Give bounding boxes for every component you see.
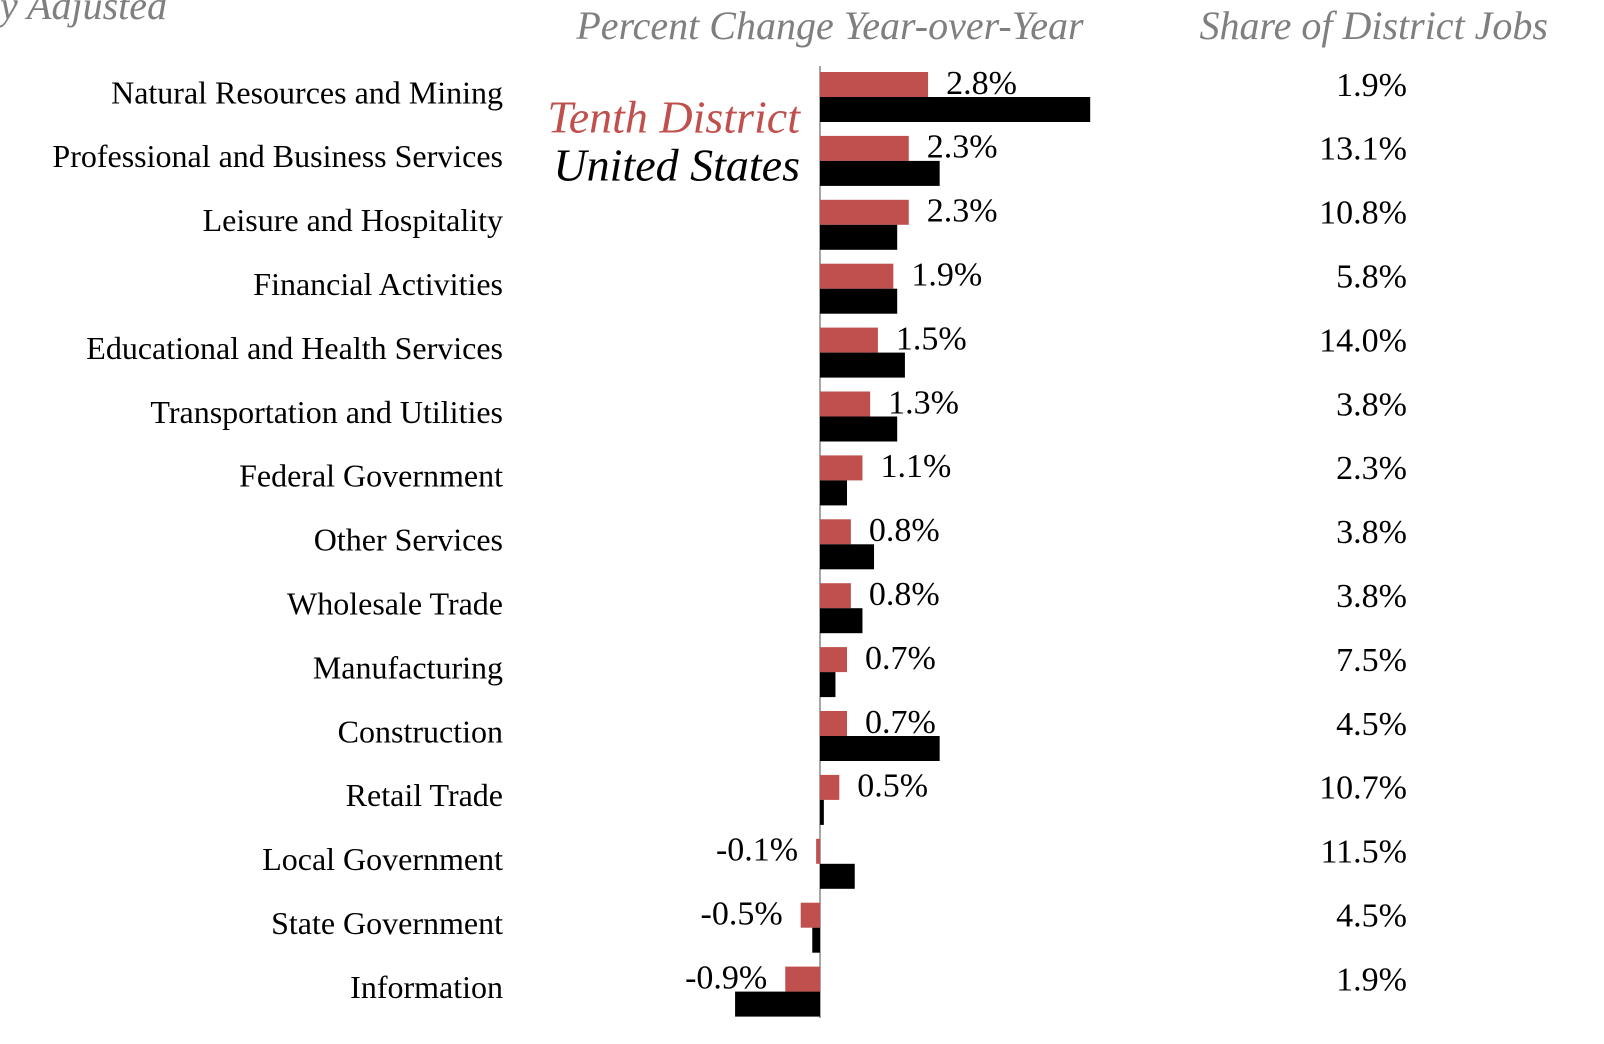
- bar: [820, 480, 848, 506]
- bar: [820, 672, 836, 698]
- value-label: 2.3%: [927, 193, 998, 230]
- share-label: 2.3%: [1336, 450, 1407, 487]
- share-label: 5.8%: [1336, 258, 1407, 295]
- bar: [820, 799, 824, 825]
- bar: [820, 352, 905, 378]
- bar: [800, 902, 820, 928]
- bar: [820, 774, 840, 800]
- value-label: 0.5%: [857, 768, 928, 805]
- bar: [735, 991, 820, 1017]
- value-label: 0.7%: [865, 640, 936, 677]
- value-label: -0.5%: [701, 895, 783, 932]
- bar: [820, 391, 871, 417]
- share-label: 3.8%: [1336, 386, 1407, 423]
- legend-label: United States: [553, 140, 800, 191]
- category-label: Natural Resources and Mining: [111, 74, 503, 110]
- share-label: 3.8%: [1336, 514, 1407, 551]
- share-label: 4.5%: [1336, 897, 1407, 934]
- bar: [820, 608, 863, 634]
- share-label: 1.9%: [1336, 961, 1407, 998]
- bar: [785, 966, 820, 992]
- bar: [820, 544, 875, 570]
- value-label: 1.9%: [911, 256, 982, 293]
- category-label: Educational and Health Services: [86, 330, 503, 366]
- share-label: 13.1%: [1319, 131, 1407, 168]
- bar: [820, 288, 898, 314]
- chart-title: Percent Change Year-over-Year: [575, 3, 1084, 48]
- value-label: 0.8%: [869, 512, 940, 549]
- bar: [820, 97, 1091, 122]
- value-label: 1.5%: [896, 320, 967, 357]
- bar: [816, 838, 820, 864]
- share-label: 1.9%: [1336, 67, 1407, 104]
- share-label: 11.5%: [1320, 834, 1407, 871]
- category-label: Other Services: [314, 522, 503, 558]
- bar: [820, 519, 851, 545]
- bar: [820, 736, 940, 761]
- bar: [820, 863, 855, 889]
- category-label: Federal Government: [239, 458, 503, 494]
- bar: [820, 160, 940, 186]
- share-label: 3.8%: [1336, 578, 1407, 615]
- legend-label: Tenth District: [547, 92, 801, 143]
- value-label: 2.8%: [946, 65, 1017, 102]
- category-label: Transportation and Utilities: [150, 394, 503, 430]
- bar: [820, 135, 909, 161]
- share-title: Share of District Jobs: [1200, 3, 1549, 48]
- category-label: Professional and Business Services: [52, 138, 503, 174]
- bar: [820, 199, 909, 225]
- category-label: Financial Activities: [253, 266, 503, 302]
- bar: [820, 327, 878, 353]
- bar: [820, 711, 848, 736]
- bar: [820, 224, 898, 250]
- bar: [820, 263, 894, 289]
- category-label: State Government: [271, 905, 503, 941]
- category-label: Leisure and Hospitality: [203, 202, 503, 238]
- category-label: Retail Trade: [346, 777, 503, 813]
- category-label: Information: [350, 969, 503, 1005]
- category-label: Manufacturing: [313, 649, 503, 685]
- subtitle: y Adjusted: [0, 0, 168, 28]
- bar: [820, 455, 863, 481]
- category-label: Construction: [338, 713, 503, 749]
- value-label: 1.3%: [888, 384, 959, 421]
- share-label: 14.0%: [1319, 322, 1407, 359]
- value-label: 0.7%: [865, 704, 936, 741]
- category-label: Local Government: [262, 841, 503, 877]
- bar: [820, 647, 848, 673]
- share-label: 7.5%: [1336, 642, 1407, 679]
- bar: [820, 72, 929, 97]
- value-label: 0.8%: [869, 576, 940, 613]
- value-label: 2.3%: [927, 129, 998, 166]
- bar: [812, 927, 820, 953]
- value-label: -0.9%: [685, 959, 767, 996]
- share-label: 10.7%: [1319, 770, 1407, 807]
- share-label: 10.8%: [1319, 195, 1407, 232]
- bar: [820, 416, 898, 442]
- value-label: 1.1%: [880, 448, 951, 485]
- bar: [820, 583, 851, 609]
- value-label: -0.1%: [716, 832, 798, 869]
- share-label: 4.5%: [1336, 706, 1407, 743]
- category-label: Wholesale Trade: [287, 586, 503, 622]
